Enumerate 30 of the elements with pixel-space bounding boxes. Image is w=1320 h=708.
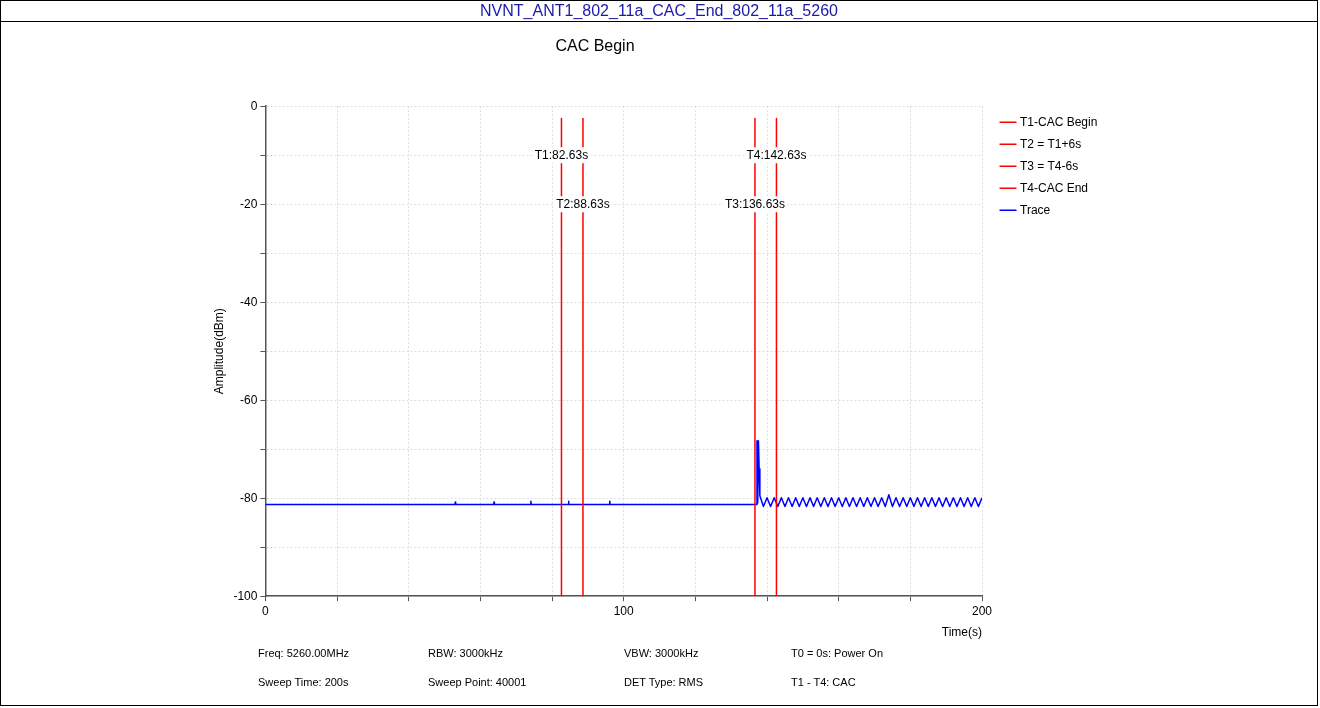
x-tick-label: 200 [971, 603, 993, 618]
legend-label: Trace [1020, 202, 1051, 217]
x-tick-label: 100 [613, 603, 635, 618]
y-tick-label: -20 [240, 196, 258, 211]
y-axis-title: Amplitude(dBm) [211, 308, 226, 395]
annotation: T3:136.63s [724, 196, 785, 211]
legend-label: T1-CAC Begin [1020, 114, 1098, 129]
y-tick-label: -100 [233, 588, 258, 603]
text: RBW: 3000kHz [428, 647, 503, 659]
text: DET Type: RMS [624, 676, 704, 688]
text: Sweep Point: 40001 [428, 676, 527, 688]
annotation: T2:88.63s [556, 196, 610, 211]
y-tick-label: -80 [240, 490, 258, 505]
text: T1 - T4: CAC [791, 676, 856, 688]
x-axis-title: Time(s) [941, 625, 982, 640]
legend-label: T4-CAC End [1020, 180, 1089, 195]
text: VBW: 3000kHz [624, 647, 699, 659]
y-tick-label: 0 [250, 98, 258, 113]
legend-label: T2 = T1+6s [1020, 136, 1082, 151]
text: T0 = 0s: Power On [791, 647, 884, 659]
chart-subtitle: CAC Begin [555, 37, 635, 55]
text: Freq: 5260.00MHz [258, 647, 350, 659]
x-tick-label: 0 [262, 603, 270, 618]
legend-label: T3 = T4-6s [1020, 158, 1079, 173]
annotation: T1:82.63s [534, 147, 589, 162]
annotation: T4:142.63s [746, 147, 807, 162]
text: Sweep Time: 200s [258, 676, 349, 688]
y-tick-label: -60 [240, 392, 258, 407]
y-tick-label: -40 [240, 294, 258, 309]
chart-title: NVNT_ANT1_802_11a_CAC_End_802_11a_5260 [1, 1, 1317, 22]
